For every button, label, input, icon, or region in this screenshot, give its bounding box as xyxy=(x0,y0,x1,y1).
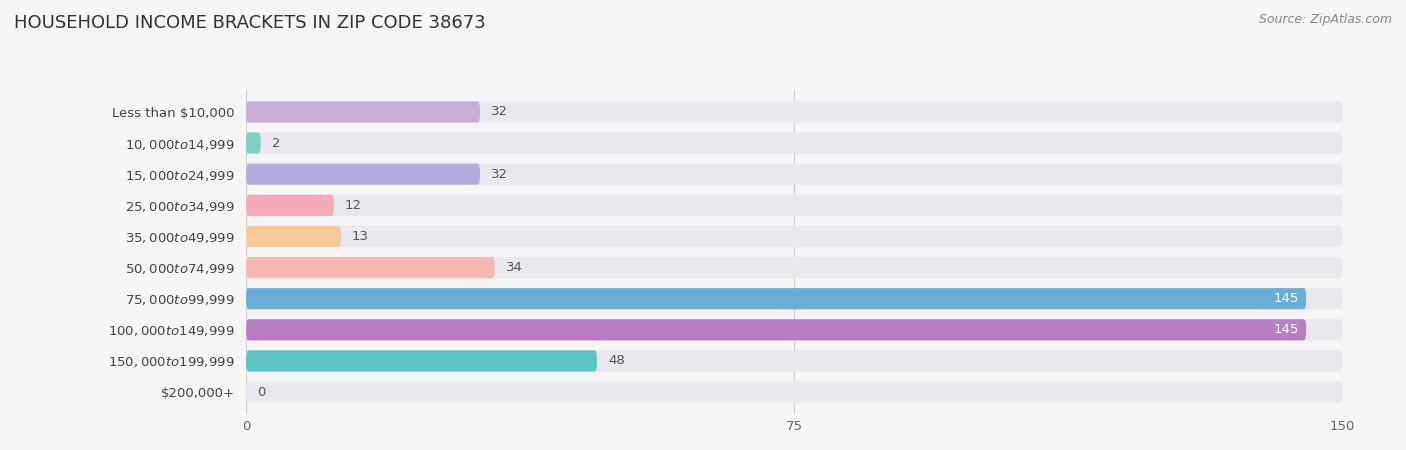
FancyBboxPatch shape xyxy=(246,319,1306,340)
Text: 12: 12 xyxy=(344,199,361,212)
FancyBboxPatch shape xyxy=(246,382,1343,403)
Text: 145: 145 xyxy=(1274,292,1299,305)
FancyBboxPatch shape xyxy=(246,351,1343,372)
FancyBboxPatch shape xyxy=(246,288,1343,309)
Text: Source: ZipAtlas.com: Source: ZipAtlas.com xyxy=(1258,14,1392,27)
Text: 13: 13 xyxy=(352,230,368,243)
FancyBboxPatch shape xyxy=(246,288,1306,309)
FancyBboxPatch shape xyxy=(246,101,1343,122)
Text: 32: 32 xyxy=(491,105,508,118)
FancyBboxPatch shape xyxy=(246,101,479,122)
FancyBboxPatch shape xyxy=(246,195,333,216)
FancyBboxPatch shape xyxy=(246,164,1343,185)
FancyBboxPatch shape xyxy=(246,164,479,185)
FancyBboxPatch shape xyxy=(246,226,342,247)
FancyBboxPatch shape xyxy=(246,132,260,153)
Text: 32: 32 xyxy=(491,168,508,181)
Text: 0: 0 xyxy=(257,386,266,399)
FancyBboxPatch shape xyxy=(246,257,495,278)
FancyBboxPatch shape xyxy=(246,226,1343,247)
FancyBboxPatch shape xyxy=(246,319,1343,340)
Text: 2: 2 xyxy=(271,136,280,149)
FancyBboxPatch shape xyxy=(246,257,1343,278)
Text: 48: 48 xyxy=(607,355,624,368)
FancyBboxPatch shape xyxy=(246,132,1343,153)
Text: 34: 34 xyxy=(506,261,523,274)
FancyBboxPatch shape xyxy=(246,351,598,372)
FancyBboxPatch shape xyxy=(246,195,1343,216)
Text: HOUSEHOLD INCOME BRACKETS IN ZIP CODE 38673: HOUSEHOLD INCOME BRACKETS IN ZIP CODE 38… xyxy=(14,14,486,32)
Text: 145: 145 xyxy=(1274,323,1299,336)
